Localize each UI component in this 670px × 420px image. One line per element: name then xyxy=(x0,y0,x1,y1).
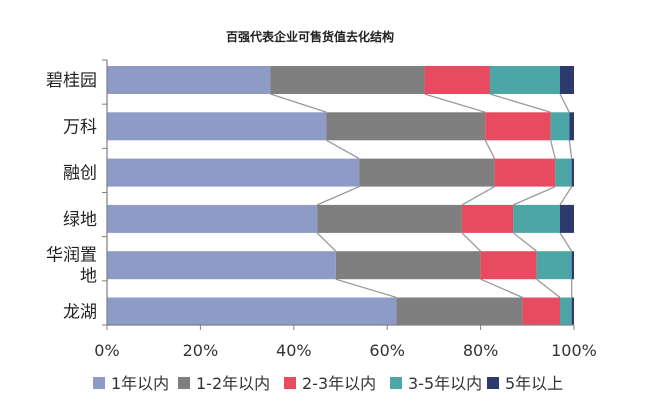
connector-line xyxy=(326,139,360,160)
bar-segment xyxy=(107,112,327,141)
category-label: 绿地 xyxy=(63,210,97,230)
bar-segment xyxy=(559,297,572,326)
bar-segment xyxy=(107,66,271,94)
bar-segment xyxy=(396,297,523,326)
legend-swatch xyxy=(284,377,296,389)
chart-title: 百强代表企业可售货值去化结构 xyxy=(226,29,394,44)
connector-line xyxy=(461,232,482,252)
bar-segment xyxy=(571,297,574,326)
bar-segment xyxy=(494,158,556,187)
bar-segment xyxy=(107,251,336,280)
legend: 1年以内 1-2年以内 2-3年以内 3-5年以内 5年以上 xyxy=(93,374,563,393)
bar-segment xyxy=(317,204,462,233)
connector-line xyxy=(316,232,337,252)
bar-segment xyxy=(485,112,551,141)
legend-swatch xyxy=(390,377,402,389)
legend-label: 5年以上 xyxy=(505,374,563,393)
category-label: 地 xyxy=(80,267,97,287)
axes-group xyxy=(102,59,575,330)
bar-segment xyxy=(571,251,574,280)
bar-segment xyxy=(424,66,490,94)
bar-segment xyxy=(107,204,318,233)
connector-line xyxy=(559,232,573,252)
bar-segment xyxy=(270,66,425,94)
bar-segment xyxy=(480,251,537,280)
connector-line xyxy=(513,186,556,206)
connector-lines xyxy=(270,93,573,299)
bars-group xyxy=(107,66,574,326)
bar-segment xyxy=(513,204,560,233)
connector-line xyxy=(270,93,327,113)
x-tick-label: 60% xyxy=(369,341,405,360)
connector-line xyxy=(480,278,523,299)
x-tick-label: 100% xyxy=(551,341,597,360)
bar-segment xyxy=(550,112,570,141)
x-tick-label: 80% xyxy=(463,341,499,360)
category-label: 龙湖 xyxy=(63,303,97,323)
legend-label: 3-5年以内 xyxy=(408,374,482,393)
bar-segment xyxy=(489,66,560,94)
x-tick-label: 40% xyxy=(276,341,312,360)
bar-segment xyxy=(559,66,574,94)
x-tick-label: 0% xyxy=(94,341,119,360)
connector-line xyxy=(461,186,495,206)
bar-segment xyxy=(559,204,574,233)
connector-line xyxy=(559,186,573,206)
connector-line xyxy=(550,140,556,159)
bar-segment xyxy=(461,204,514,233)
legend-swatch xyxy=(93,377,105,389)
bar-segment xyxy=(536,251,572,280)
bar-segment xyxy=(335,251,481,280)
bar-segment xyxy=(555,158,572,187)
legend-label: 1-2年以内 xyxy=(196,374,270,393)
connector-line xyxy=(536,278,561,299)
bar-segment xyxy=(107,158,360,187)
bar-segment xyxy=(107,297,397,326)
legend-label: 2-3年以内 xyxy=(302,374,376,393)
x-tick-labels: 0% 20% 40% 60% 80% 100% xyxy=(94,341,597,360)
connector-line xyxy=(512,232,538,252)
connector-line xyxy=(489,93,551,113)
bar-segment xyxy=(359,158,495,187)
legend-swatch xyxy=(178,377,190,389)
connector-line xyxy=(424,93,486,113)
category-label: 碧桂园 xyxy=(46,71,97,91)
bar-segment xyxy=(522,297,560,326)
category-label: 华润置 xyxy=(46,246,97,266)
connector-line xyxy=(568,140,573,159)
category-label: 万科 xyxy=(63,117,97,137)
legend-label: 1年以内 xyxy=(111,374,169,393)
bar-segment xyxy=(569,112,574,141)
x-tick-label: 20% xyxy=(183,341,219,360)
connector-line xyxy=(335,278,397,299)
connector-line xyxy=(316,186,360,206)
bar-segment xyxy=(571,158,574,187)
category-label: 融创 xyxy=(63,164,97,184)
connector-line xyxy=(484,140,496,159)
bar-segment xyxy=(326,112,486,141)
connector-line xyxy=(559,93,570,113)
legend-swatch xyxy=(487,377,499,389)
